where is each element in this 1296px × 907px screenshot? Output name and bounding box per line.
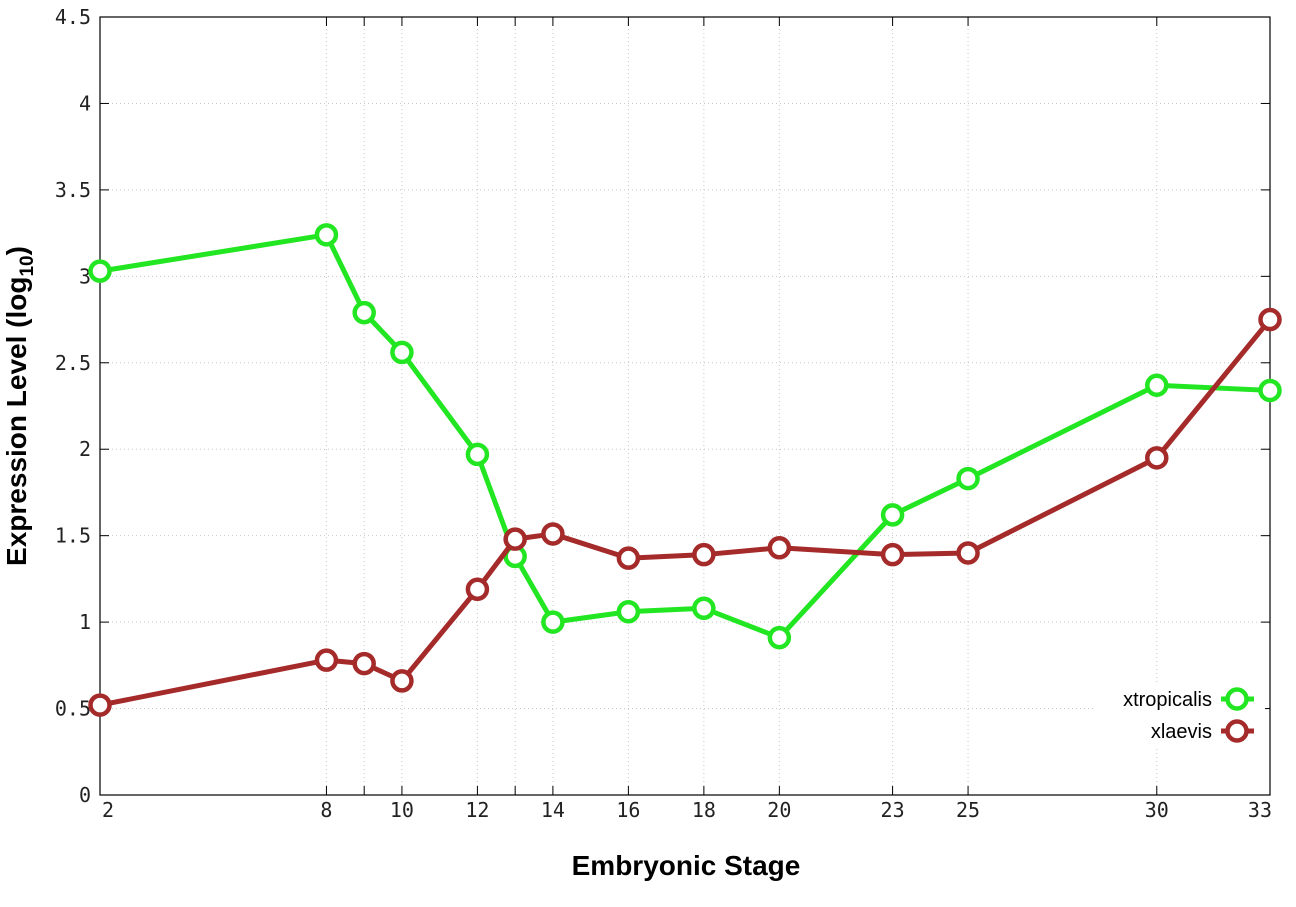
x-axis-title: Embryonic Stage: [572, 850, 801, 881]
data-point-xlaevis: [1145, 446, 1169, 470]
y-axis-title-main: Expression Level (log: [1, 277, 32, 566]
plot-frame: [99, 16, 1271, 796]
y-axis-title-close: ): [1, 246, 32, 255]
data-point-xlaevis: [465, 577, 490, 602]
axis-ticks: 0 0.5 1 1.5 2 2.5 3 3.5 4 4.5 2 8 10 12 14 16 18 20 23 25 30…: [55, 5, 1272, 822]
data-point-xtropicalis: [616, 599, 641, 624]
legend-swatch-marker-xtropicalis: [1225, 687, 1249, 711]
data-point-xlaevis: [390, 669, 414, 693]
data-point-xlaevis: [692, 542, 716, 567]
data-point-xtropicalis: [767, 625, 792, 650]
data-point-xtropicalis: [352, 300, 376, 325]
y-tick-label: 2: [79, 437, 91, 461]
y-tick-label: 4.5: [55, 5, 91, 29]
data-point-xtropicalis: [88, 259, 112, 283]
y-tick-label: 1: [79, 610, 91, 634]
data-point-xlaevis: [352, 651, 376, 676]
data-point-xlaevis: [616, 546, 641, 570]
x-tick-label: 2: [102, 798, 114, 822]
series-layer: [88, 223, 1282, 717]
y-tick-label: 4: [79, 91, 91, 115]
y-tick-label: 0: [79, 783, 91, 807]
y-axis-title: Expression Level (log10): [1, 246, 38, 566]
x-tick-label: 8: [320, 798, 332, 822]
data-point-xlaevis: [767, 536, 792, 560]
data-point-xlaevis: [541, 522, 565, 546]
x-tick-label: 14: [541, 798, 565, 822]
x-tick-label: 16: [616, 798, 640, 822]
x-tick-label: 10: [390, 798, 414, 822]
series-line-xtropicalis: [99, 232, 1271, 641]
x-tick-label: 30: [1145, 798, 1169, 822]
data-point-xtropicalis: [541, 610, 565, 634]
x-tick-label: 12: [465, 798, 489, 822]
data-point-xtropicalis: [956, 466, 980, 491]
y-tick-label: 3: [79, 264, 91, 288]
data-point-xtropicalis: [390, 340, 414, 365]
x-tick-label: 18: [692, 798, 716, 822]
data-point-xtropicalis: [465, 442, 490, 467]
data-point-xtropicalis: [314, 223, 339, 247]
data-point-xtropicalis: [1258, 378, 1282, 403]
legend-swatch-marker-xlaevis: [1225, 719, 1249, 743]
y-tick-label: 1.5: [55, 524, 91, 548]
data-point-xtropicalis: [1145, 373, 1169, 398]
data-point-xtropicalis: [692, 596, 716, 621]
x-tick-label: 23: [881, 798, 905, 822]
data-point-xlaevis: [314, 648, 339, 672]
data-point-xtropicalis: [880, 503, 905, 527]
x-tick-label: 20: [767, 798, 791, 822]
data-point-xlaevis: [1258, 307, 1282, 332]
y-tick-label: 0.5: [55, 697, 91, 721]
data-point-xlaevis: [88, 693, 112, 717]
y-tick-label: 2.5: [55, 351, 91, 375]
data-point-xlaevis: [956, 541, 980, 565]
data-point-xlaevis: [503, 527, 527, 551]
series-line-xlaevis: [99, 317, 1272, 708]
y-tick-label: 3.5: [55, 178, 91, 202]
data-point-xlaevis: [880, 542, 905, 567]
y-axis-title-subscript: 10: [17, 255, 38, 276]
x-tick-label: 25: [956, 798, 980, 822]
x-tick-label: 33: [1248, 798, 1272, 822]
grid: [100, 17, 1270, 795]
legend: xtropicalis xlaevis: [1095, 684, 1265, 746]
legend-label-xtropicalis: xtropicalis: [1123, 689, 1212, 711]
legend-label-xlaevis: xlaevis: [1151, 721, 1212, 743]
